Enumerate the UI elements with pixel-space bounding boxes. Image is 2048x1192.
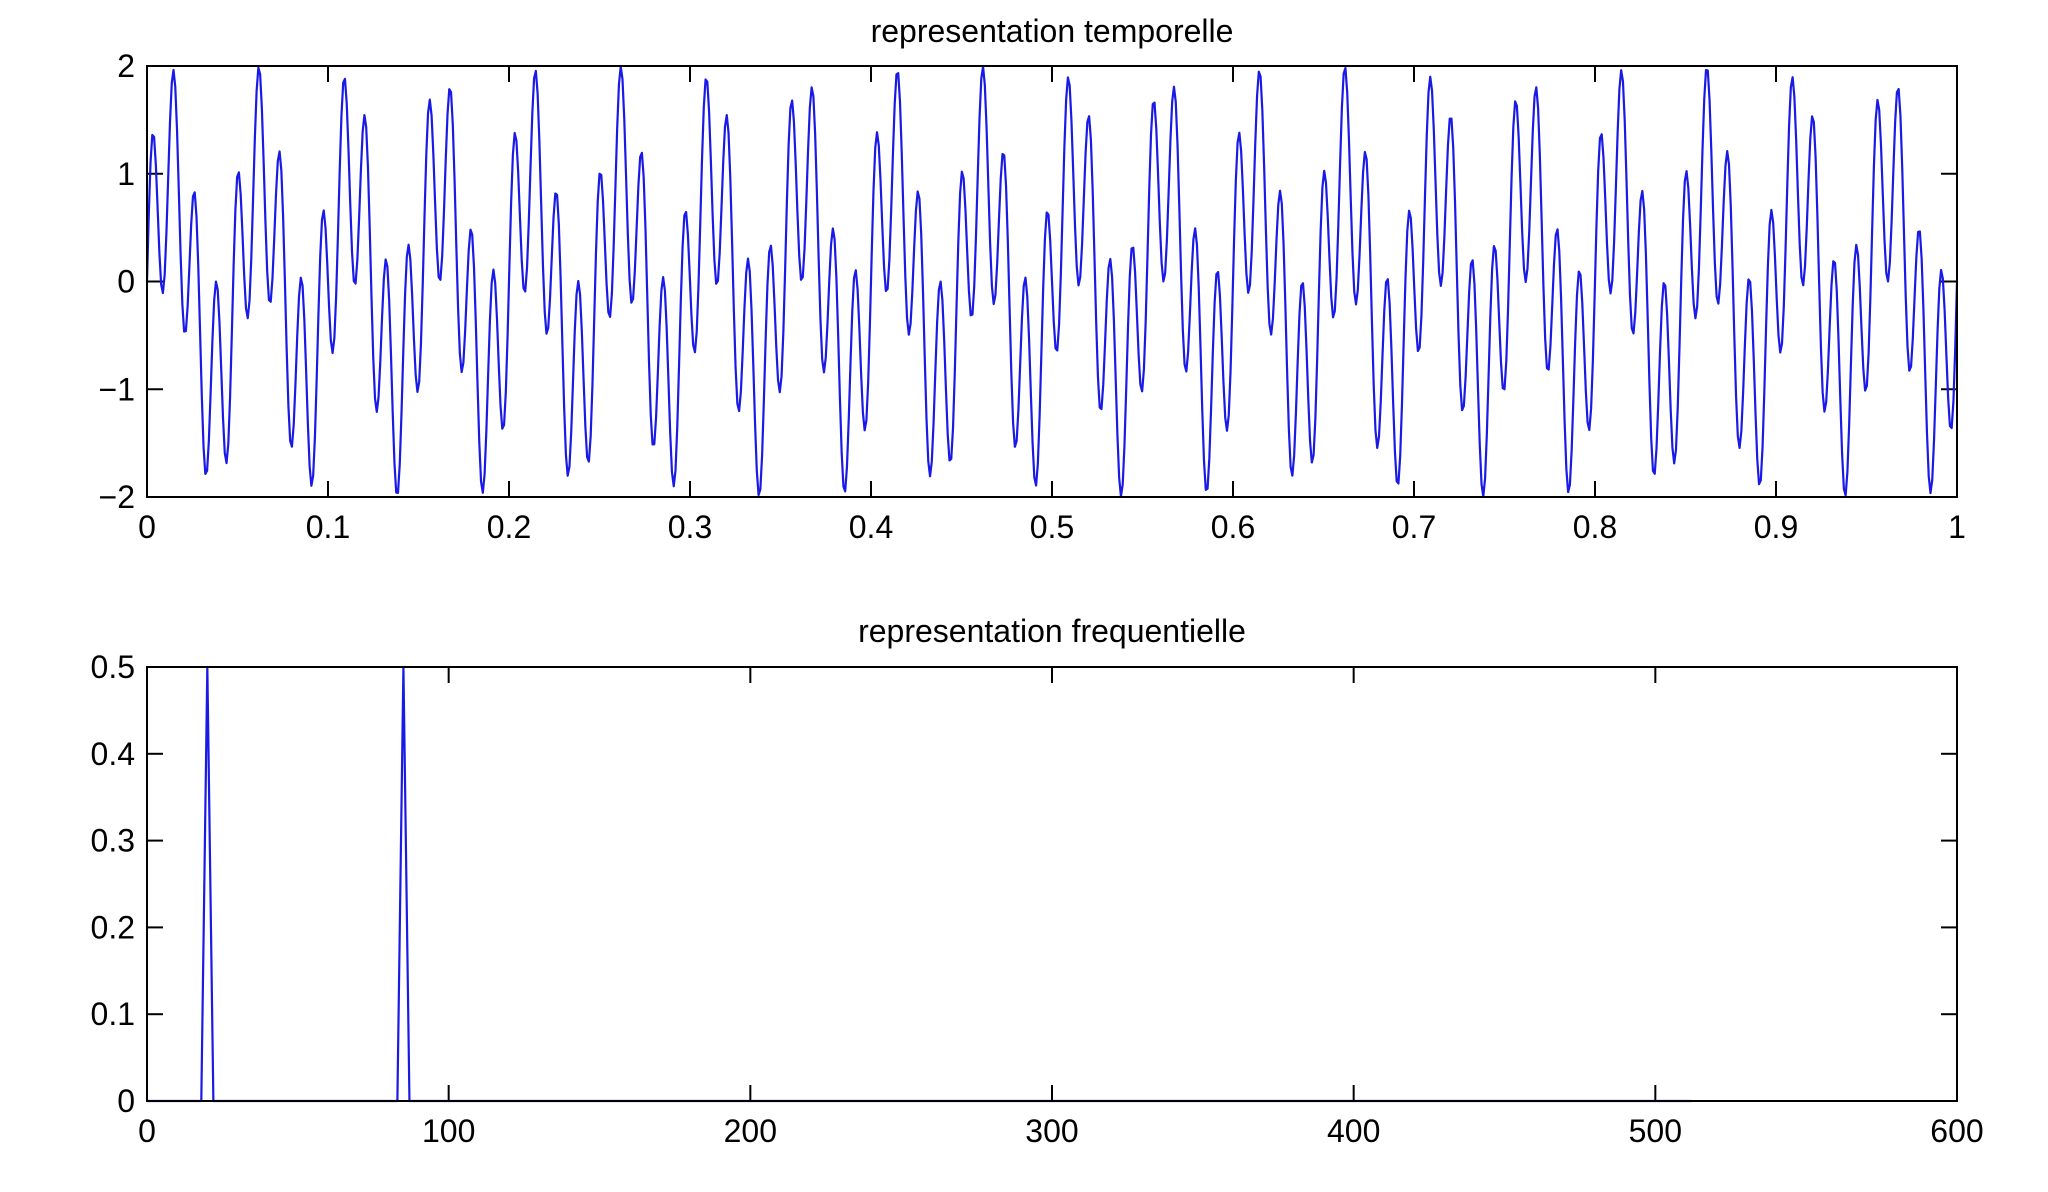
frequency-plot-x-tick-label: 500 xyxy=(1629,1113,1682,1149)
frequency-plot-y-tick-label: 0.3 xyxy=(91,823,135,859)
time-plot-x-tick-label: 0.4 xyxy=(849,509,893,545)
frequency-plot-y-tick-label: 0 xyxy=(117,1083,135,1119)
frequency-plot-x-tick-label: 0 xyxy=(138,1113,156,1149)
time-plot-y-tick-label: 2 xyxy=(117,48,135,84)
time-plot-y-tick-label: 0 xyxy=(117,264,135,300)
frequency-plot-x-tick-label: 300 xyxy=(1025,1113,1078,1149)
time-plot-x-tick-label: 0 xyxy=(138,509,156,545)
frequency-plot-x-tick-label: 200 xyxy=(724,1113,777,1149)
time-plot-frame xyxy=(146,65,1958,498)
frequency-plot-y-tick-label: 0.5 xyxy=(91,649,135,685)
frequency-domain-plot: representation frequentielle 0 100 200 300 4… xyxy=(91,613,1984,1149)
time-plot-x-tick-label: 0.3 xyxy=(668,509,712,545)
time-signal-line xyxy=(145,65,1959,498)
time-plot-x-tick-label: 0.1 xyxy=(306,509,350,545)
spectrum-line xyxy=(147,665,1692,1103)
time-plot-x-tick-label: 0.2 xyxy=(487,509,531,545)
time-plot-y-tick-label: 1 xyxy=(117,156,135,192)
time-domain-plot: representation temporelle 0 0.1 0.2 0.3 0.4 0… xyxy=(99,13,1966,545)
frequency-plot-y-tick-label: 0.4 xyxy=(91,736,135,772)
time-plot-ticks: 0 0.1 0.2 0.3 0.4 0.5 0.6 0.7 0.8 0.9 1 −2 −1 0 1 2 xyxy=(99,48,1966,545)
frequency-plot-ticks: 0 100 200 300 400 500 600 0 0.1 0.2 0.3 0.4 0.5 xyxy=(91,649,1984,1149)
frequency-plot-title: representation frequentielle xyxy=(858,613,1246,649)
frequency-plot-y-tick-label: 0.2 xyxy=(91,909,135,945)
frequency-plot-x-tick-label: 100 xyxy=(422,1113,475,1149)
time-plot-y-tick-label: −2 xyxy=(99,479,135,515)
time-plot-x-tick-label: 1 xyxy=(1948,509,1966,545)
time-plot-x-tick-label: 0.5 xyxy=(1030,509,1074,545)
time-plot-x-tick-label: 0.8 xyxy=(1573,509,1617,545)
time-plot-x-tick-label: 0.7 xyxy=(1392,509,1436,545)
frequency-plot-frame xyxy=(146,666,1958,1102)
time-plot-x-tick-label: 0.6 xyxy=(1211,509,1255,545)
time-plot-y-tick-label: −1 xyxy=(99,371,135,407)
time-plot-title: representation temporelle xyxy=(871,13,1234,49)
frequency-plot-x-tick-label: 600 xyxy=(1930,1113,1983,1149)
frequency-plot-x-tick-label: 400 xyxy=(1327,1113,1380,1149)
frequency-plot-y-tick-label: 0.1 xyxy=(91,996,135,1032)
time-plot-x-tick-label: 0.9 xyxy=(1754,509,1798,545)
